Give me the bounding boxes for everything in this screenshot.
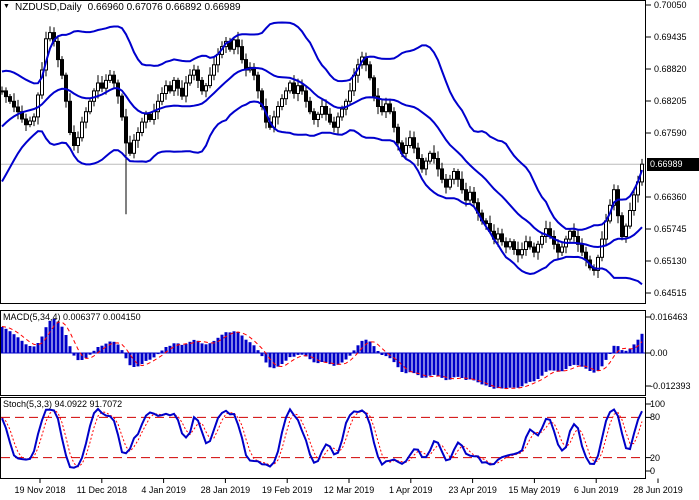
stoch-indicator-label: Stoch(5,3,3) 94.0922 91.7072 bbox=[3, 399, 123, 409]
date-axis-label: 19 Nov 2018 bbox=[14, 485, 66, 495]
price-axis-label: 0.69435 bbox=[654, 32, 687, 42]
date-axis-label: 12 Mar 2019 bbox=[323, 485, 375, 495]
price-axis-label: 0.65745 bbox=[654, 224, 687, 234]
current-price-label: 0.66989 bbox=[647, 157, 699, 171]
date-axis-label: 28 Jun 2019 bbox=[633, 485, 683, 495]
ohlc-values: 0.66960 0.67076 0.66892 0.66989 bbox=[87, 2, 241, 13]
price-axis-label: 0.68820 bbox=[654, 64, 687, 74]
price-axis-label: 0.70050 bbox=[654, 0, 687, 10]
stoch-axis-label: 20 bbox=[650, 452, 661, 463]
date-axis-label: 4 Jan 2019 bbox=[141, 485, 186, 495]
price-axis-label: 0.66360 bbox=[654, 192, 687, 202]
symbol-dropdown-icon[interactable]: ▼ bbox=[3, 3, 10, 10]
macd-axis-label: -0.012393 bbox=[650, 381, 691, 391]
date-axis-label: 23 Apr 2019 bbox=[448, 485, 497, 495]
macd-axis-label: 0.016463 bbox=[650, 312, 688, 322]
stoch-axis-label: 80 bbox=[650, 412, 661, 423]
macd-indicator-label: MACD(5,34,4) 0.006377 0.004150 bbox=[3, 312, 141, 322]
chart-title: NZDUSD,Daily 0.66960 0.67076 0.66892 0.66… bbox=[15, 2, 241, 13]
price-axis-label: 0.67590 bbox=[654, 128, 687, 138]
price-axis-label: 0.65130 bbox=[654, 256, 687, 266]
date-axis-label: 15 May 2019 bbox=[508, 485, 561, 495]
date-axis-label: 11 Dec 2018 bbox=[76, 485, 127, 495]
macd-axis-label: 0.00 bbox=[650, 348, 668, 358]
stoch-axis-label: 100 bbox=[650, 399, 666, 409]
date-axis-label: 19 Feb 2019 bbox=[261, 485, 313, 495]
price-axis-label: 0.68205 bbox=[654, 96, 687, 106]
price-axis-label: 0.64515 bbox=[654, 288, 687, 298]
date-axis-label: 28 Jan 2019 bbox=[200, 485, 251, 495]
date-axis-label: 1 Apr 2019 bbox=[389, 485, 433, 495]
date-axis-label: 6 Jun 2019 bbox=[573, 485, 619, 495]
stoch-axis-label: 0 bbox=[650, 466, 656, 476]
symbol-period-label: NZDUSD,Daily bbox=[15, 2, 82, 13]
